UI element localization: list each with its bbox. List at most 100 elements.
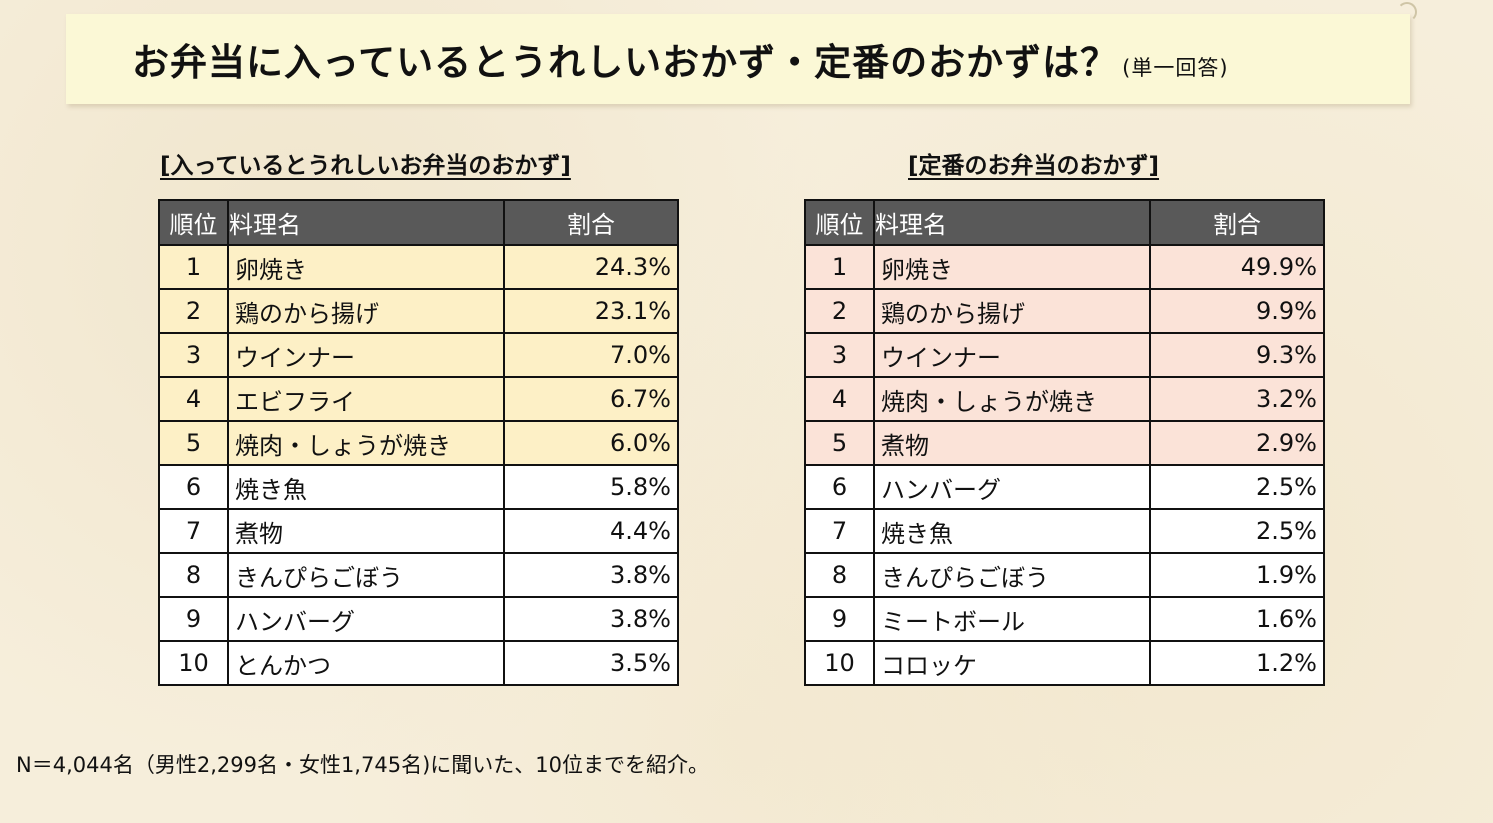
dish-cell: ミートボール [873, 596, 1151, 642]
dish-cell: 鶏のから揚げ [873, 288, 1151, 334]
percent-cell: 2.5% [1149, 464, 1325, 510]
table-row: 5 焼肉・しょうが焼き 6.0% [158, 420, 679, 466]
table-row: 6 ハンバーグ 2.5% [804, 464, 1325, 510]
right-table-body: 1 卵焼き 49.9% 2 鶏のから揚げ 9.9% 3 ウインナー 9.3% 4 焼肉・しょうが焼き… [804, 244, 1325, 686]
page-title: お弁当に入っているとうれしいおかず・定番のおかずは？ (単一回答) [132, 32, 1229, 86]
rank-cell: 2 [158, 288, 229, 334]
dish-cell: エビフライ [227, 376, 505, 422]
percent-cell: 7.0% [503, 332, 679, 378]
header-percent: 割合 [1149, 199, 1325, 246]
dish-cell: ハンバーグ [227, 596, 505, 642]
table-row: 1 卵焼き 49.9% [804, 244, 1325, 290]
percent-cell: 23.1% [503, 288, 679, 334]
percent-cell: 3.2% [1149, 376, 1325, 422]
dish-cell: ウインナー [873, 332, 1151, 378]
percent-cell: 49.9% [1149, 244, 1325, 290]
percent-cell: 3.8% [503, 552, 679, 598]
percent-cell: 6.0% [503, 420, 679, 466]
percent-cell: 3.5% [503, 640, 679, 686]
table-row: 3 ウインナー 7.0% [158, 332, 679, 378]
percent-cell: 9.9% [1149, 288, 1325, 334]
rank-cell: 5 [804, 420, 875, 466]
rank-cell: 4 [804, 376, 875, 422]
rank-cell: 4 [158, 376, 229, 422]
table-row: 7 煮物 4.4% [158, 508, 679, 554]
percent-cell: 1.2% [1149, 640, 1325, 686]
table-row: 3 ウインナー 9.3% [804, 332, 1325, 378]
header-rank: 順位 [158, 199, 229, 246]
table-row: 1 卵焼き 24.3% [158, 244, 679, 290]
dish-cell: 卵焼き [873, 244, 1151, 290]
percent-cell: 2.9% [1149, 420, 1325, 466]
rank-cell: 9 [804, 596, 875, 642]
table-row: 2 鶏のから揚げ 9.9% [804, 288, 1325, 334]
rank-cell: 8 [804, 552, 875, 598]
header-dish: 料理名 [873, 199, 1151, 246]
footnote: N＝4,044名（男性2,299名・女性1,745名)に聞いた、10位までを紹介… [16, 753, 709, 777]
dish-cell: 焼肉・しょうが焼き [873, 376, 1151, 422]
rank-cell: 1 [804, 244, 875, 290]
rank-cell: 2 [804, 288, 875, 334]
right-ranking-table: 順位 料理名 割合 1 卵焼き 49.9% 2 鶏のから揚げ 9.9% 3 ウインナー 9.3%… [804, 199, 1325, 686]
dish-cell: 卵焼き [227, 244, 505, 290]
table-row: 10 とんかつ 3.5% [158, 640, 679, 686]
rank-cell: 10 [158, 640, 229, 686]
rank-cell: 7 [804, 508, 875, 554]
percent-cell: 24.3% [503, 244, 679, 290]
rank-cell: 6 [158, 464, 229, 510]
table-row: 8 きんぴらごぼう 1.9% [804, 552, 1325, 598]
rank-cell: 6 [804, 464, 875, 510]
left-table-body: 1 卵焼き 24.3% 2 鶏のから揚げ 23.1% 3 ウインナー 7.0% 4 エビフライ 6.7… [158, 244, 679, 686]
dish-cell: きんぴらごぼう [227, 552, 505, 598]
corner-curl-decoration [1397, 2, 1417, 22]
percent-cell: 1.9% [1149, 552, 1325, 598]
dish-cell: とんかつ [227, 640, 505, 686]
header-percent: 割合 [503, 199, 679, 246]
percent-cell: 1.6% [1149, 596, 1325, 642]
dish-cell: 煮物 [873, 420, 1151, 466]
table-row: 5 煮物 2.9% [804, 420, 1325, 466]
percent-cell: 4.4% [503, 508, 679, 554]
table-row: 4 エビフライ 6.7% [158, 376, 679, 422]
percent-cell: 5.8% [503, 464, 679, 510]
left-ranking-table: 順位 料理名 割合 1 卵焼き 24.3% 2 鶏のから揚げ 23.1% 3 ウインナー 7.0… [158, 199, 679, 686]
dish-cell: 煮物 [227, 508, 505, 554]
table-row: 7 焼き魚 2.5% [804, 508, 1325, 554]
table-row: 9 ミートボール 1.6% [804, 596, 1325, 642]
percent-cell: 9.3% [1149, 332, 1325, 378]
table-header-row: 順位 料理名 割合 [804, 199, 1325, 246]
left-table-heading: [入っているとうれしいお弁当のおかず] [160, 153, 571, 179]
rank-cell: 7 [158, 508, 229, 554]
dish-cell: コロッケ [873, 640, 1151, 686]
percent-cell: 3.8% [503, 596, 679, 642]
dish-cell: きんぴらごぼう [873, 552, 1151, 598]
title-note: (単一回答) [1122, 56, 1229, 80]
table-row: 4 焼肉・しょうが焼き 3.2% [804, 376, 1325, 422]
dish-cell: ウインナー [227, 332, 505, 378]
rank-cell: 8 [158, 552, 229, 598]
table-header-row: 順位 料理名 割合 [158, 199, 679, 246]
table-row: 2 鶏のから揚げ 23.1% [158, 288, 679, 334]
table-row: 8 きんぴらごぼう 3.8% [158, 552, 679, 598]
rank-cell: 10 [804, 640, 875, 686]
header-dish: 料理名 [227, 199, 505, 246]
dish-cell: 鶏のから揚げ [227, 288, 505, 334]
table-row: 9 ハンバーグ 3.8% [158, 596, 679, 642]
table-row: 10 コロッケ 1.2% [804, 640, 1325, 686]
dish-cell: 焼肉・しょうが焼き [227, 420, 505, 466]
rank-cell: 3 [804, 332, 875, 378]
right-table-heading: [定番のお弁当のおかず] [908, 153, 1160, 179]
title-banner: お弁当に入っているとうれしいおかず・定番のおかずは？ (単一回答) [66, 14, 1410, 104]
rank-cell: 3 [158, 332, 229, 378]
rank-cell: 1 [158, 244, 229, 290]
header-rank: 順位 [804, 199, 875, 246]
rank-cell: 9 [158, 596, 229, 642]
rank-cell: 5 [158, 420, 229, 466]
title-main: お弁当に入っているとうれしいおかず・定番のおかずは？ [132, 41, 1119, 84]
percent-cell: 2.5% [1149, 508, 1325, 554]
dish-cell: 焼き魚 [873, 508, 1151, 554]
percent-cell: 6.7% [503, 376, 679, 422]
table-row: 6 焼き魚 5.8% [158, 464, 679, 510]
dish-cell: ハンバーグ [873, 464, 1151, 510]
dish-cell: 焼き魚 [227, 464, 505, 510]
